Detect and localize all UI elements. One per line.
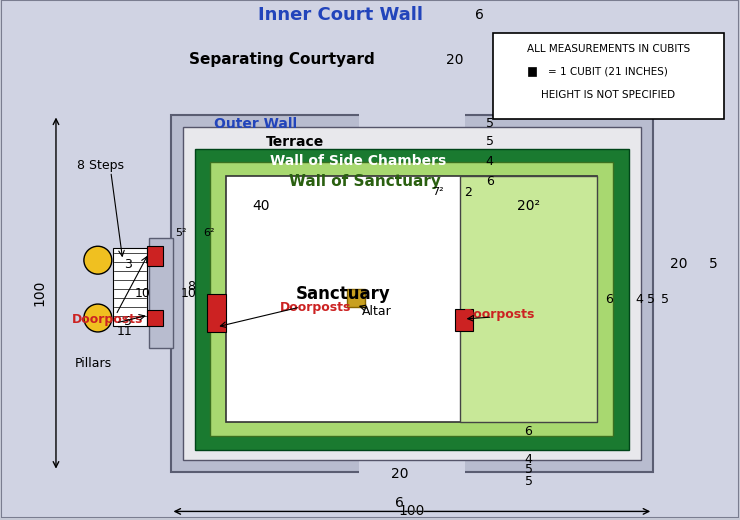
Text: 11: 11 <box>117 326 132 339</box>
Text: = 1 CUBIT (21 INCHES): = 1 CUBIT (21 INCHES) <box>548 67 668 77</box>
Text: 8 Steps: 8 Steps <box>78 159 124 172</box>
Text: 10: 10 <box>181 287 197 300</box>
Bar <box>528 67 536 76</box>
Circle shape <box>84 304 112 332</box>
Bar <box>147 246 163 266</box>
Bar <box>183 126 641 460</box>
Bar <box>226 176 597 422</box>
Circle shape <box>84 246 112 274</box>
Text: 5: 5 <box>661 293 669 306</box>
Text: Pillars: Pillars <box>74 357 112 370</box>
Bar <box>347 289 365 307</box>
Text: 3: 3 <box>124 258 132 271</box>
Text: Doorposts: Doorposts <box>72 313 144 326</box>
Text: 5: 5 <box>647 293 655 306</box>
Bar <box>455 309 473 331</box>
Text: Outer Wall: Outer Wall <box>214 116 297 131</box>
Text: Doorposts: Doorposts <box>464 307 535 320</box>
Text: 20²: 20² <box>517 199 540 213</box>
Text: Wall of Side Chambers: Wall of Side Chambers <box>270 154 446 168</box>
Bar <box>359 113 465 131</box>
Text: Inner Court Wall: Inner Court Wall <box>258 6 423 24</box>
Text: 4: 4 <box>525 453 533 466</box>
Text: Doorposts: Doorposts <box>280 301 351 314</box>
Text: 8: 8 <box>187 280 195 293</box>
Text: Terrace: Terrace <box>266 135 324 149</box>
Text: 10: 10 <box>135 287 151 300</box>
Text: 5: 5 <box>485 135 494 148</box>
Bar <box>171 114 653 472</box>
Bar <box>493 33 724 119</box>
Text: 6: 6 <box>485 175 494 188</box>
Text: 2: 2 <box>464 186 471 199</box>
Bar <box>112 248 147 326</box>
Text: Wall of Sanctuary: Wall of Sanctuary <box>289 174 441 189</box>
Text: 5: 5 <box>709 257 717 271</box>
Text: 40: 40 <box>252 199 270 213</box>
Text: 20: 20 <box>670 257 687 271</box>
Text: 5: 5 <box>525 475 533 488</box>
Text: Sanctuary: Sanctuary <box>296 285 391 303</box>
Text: HEIGHT IS NOT SPECIFIED: HEIGHT IS NOT SPECIFIED <box>541 90 676 100</box>
Bar <box>206 294 226 332</box>
Text: 100: 100 <box>399 504 425 518</box>
Text: 20: 20 <box>446 53 463 67</box>
Bar <box>195 149 629 450</box>
Text: ALL MEASUREMENTS IN CUBITS: ALL MEASUREMENTS IN CUBITS <box>527 44 690 54</box>
Bar <box>149 238 172 348</box>
Text: 5: 5 <box>485 117 494 130</box>
Bar <box>210 162 613 436</box>
Text: 6: 6 <box>525 425 533 438</box>
Text: 100: 100 <box>399 504 425 518</box>
Text: 5²: 5² <box>175 228 186 238</box>
Bar <box>460 176 597 422</box>
Text: Separating Courtyard: Separating Courtyard <box>189 53 375 67</box>
Text: 5: 5 <box>124 316 132 329</box>
Text: Altar: Altar <box>362 305 392 318</box>
Text: 7²: 7² <box>432 187 443 198</box>
Text: 6²: 6² <box>203 228 215 238</box>
Text: 20: 20 <box>391 466 408 480</box>
Text: 4: 4 <box>635 293 643 306</box>
Text: 6: 6 <box>605 293 613 306</box>
Text: 4: 4 <box>485 155 494 168</box>
Bar <box>147 310 163 326</box>
Text: 100: 100 <box>32 280 46 306</box>
Bar <box>359 456 465 475</box>
Text: 6: 6 <box>395 497 404 511</box>
Text: 6: 6 <box>475 8 484 22</box>
Text: 5: 5 <box>525 463 533 476</box>
